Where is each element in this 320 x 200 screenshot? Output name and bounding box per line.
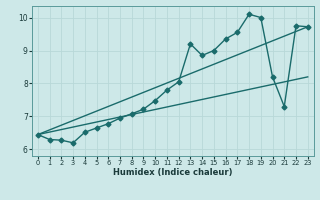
X-axis label: Humidex (Indice chaleur): Humidex (Indice chaleur) <box>113 168 233 177</box>
